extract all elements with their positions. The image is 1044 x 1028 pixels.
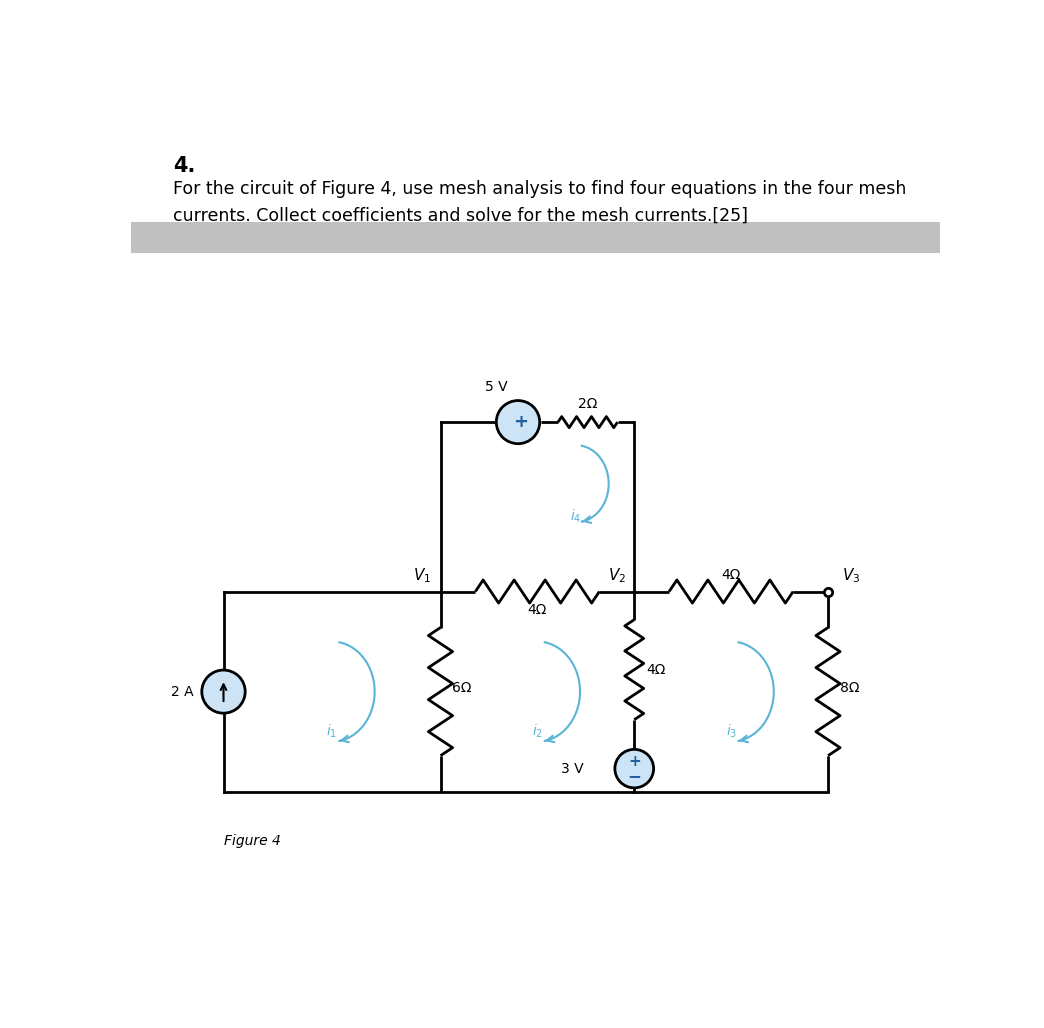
Text: −: − <box>627 767 641 784</box>
Text: For the circuit of Figure 4, use mesh analysis to find four equations in the fou: For the circuit of Figure 4, use mesh an… <box>173 180 906 197</box>
Text: 2Ω: 2Ω <box>578 398 597 411</box>
Text: 4Ω: 4Ω <box>527 603 547 617</box>
Text: 4.: 4. <box>173 156 195 177</box>
Text: $i_4$: $i_4$ <box>570 508 582 524</box>
Text: $i_1$: $i_1$ <box>327 723 337 740</box>
Text: 3 V: 3 V <box>561 762 584 775</box>
Text: +: + <box>514 413 528 431</box>
Text: 5 V: 5 V <box>485 380 508 395</box>
Text: $V_2$: $V_2$ <box>609 566 626 585</box>
Text: $V_1$: $V_1$ <box>413 566 431 585</box>
Text: 8Ω: 8Ω <box>839 681 859 695</box>
Text: $V_3$: $V_3$ <box>841 566 860 585</box>
Text: +: + <box>627 755 641 769</box>
Text: 4Ω: 4Ω <box>721 568 741 582</box>
Text: Figure 4: Figure 4 <box>223 834 281 848</box>
Text: 6Ω: 6Ω <box>452 681 472 695</box>
Text: currents. Collect coefficients and solve for the mesh currents.[25]: currents. Collect coefficients and solve… <box>173 207 749 224</box>
Circle shape <box>615 749 654 787</box>
Text: $i_3$: $i_3$ <box>726 723 737 740</box>
Circle shape <box>496 401 540 444</box>
Text: 2 A: 2 A <box>171 685 194 699</box>
Text: 4Ω: 4Ω <box>646 663 665 676</box>
FancyBboxPatch shape <box>130 222 940 253</box>
Circle shape <box>201 670 245 713</box>
Text: $i_2$: $i_2$ <box>531 723 543 740</box>
